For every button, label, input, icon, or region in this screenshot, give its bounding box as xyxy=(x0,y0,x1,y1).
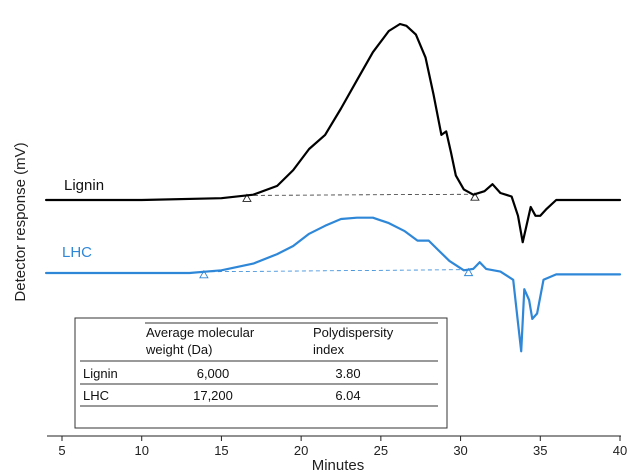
x-tick-label: 5 xyxy=(58,443,65,458)
y-axis-title: Detector response (mV) xyxy=(12,142,29,301)
lignin-series-label: Lignin xyxy=(64,177,104,194)
table-row-lignin-label: Lignin xyxy=(83,366,118,381)
x-tick-label: 35 xyxy=(533,443,547,458)
lhc-series-label: LHC xyxy=(62,244,92,261)
x-tick-label: 25 xyxy=(374,443,388,458)
x-ticks: 5 10 15 20 25 30 35 40 xyxy=(58,436,627,458)
x-tick-label: 15 xyxy=(214,443,228,458)
table-header-mw-line1: Average molecular xyxy=(146,325,255,340)
table-frame xyxy=(74,317,448,429)
table-row-lhc-label: LHC xyxy=(83,388,109,403)
x-axis-title: Minutes xyxy=(312,457,365,474)
table-row-lignin-pdi: 3.80 xyxy=(335,366,360,381)
baselines xyxy=(199,192,480,279)
integration-marker-icon xyxy=(199,269,209,279)
lhc-baseline xyxy=(203,269,469,273)
x-tick-label: 10 xyxy=(134,443,148,458)
table-row-lhc-pdi: 6.04 xyxy=(335,388,360,403)
x-tick-label: 40 xyxy=(613,443,627,458)
x-tick-label: 20 xyxy=(294,443,308,458)
lignin-trace xyxy=(45,22,622,244)
table-row-lignin-mw: 6,000 xyxy=(197,366,230,381)
integration-marker-icon xyxy=(470,192,480,201)
table-header-pdi-line1: Polydispersity xyxy=(313,325,394,340)
table-header-pdi-line2: index xyxy=(313,342,345,357)
molecular-weight-table: Average molecular weight (Da) Polydisper… xyxy=(74,317,448,429)
integration-marker-icon xyxy=(463,267,474,277)
lignin-baseline xyxy=(246,193,475,196)
integration-marker-icon xyxy=(242,193,252,202)
lhc-trace xyxy=(45,216,622,353)
table-row-lhc-mw: 17,200 xyxy=(193,388,233,403)
table-header-mw-line2: weight (Da) xyxy=(145,342,212,357)
x-tick-label: 30 xyxy=(453,443,467,458)
